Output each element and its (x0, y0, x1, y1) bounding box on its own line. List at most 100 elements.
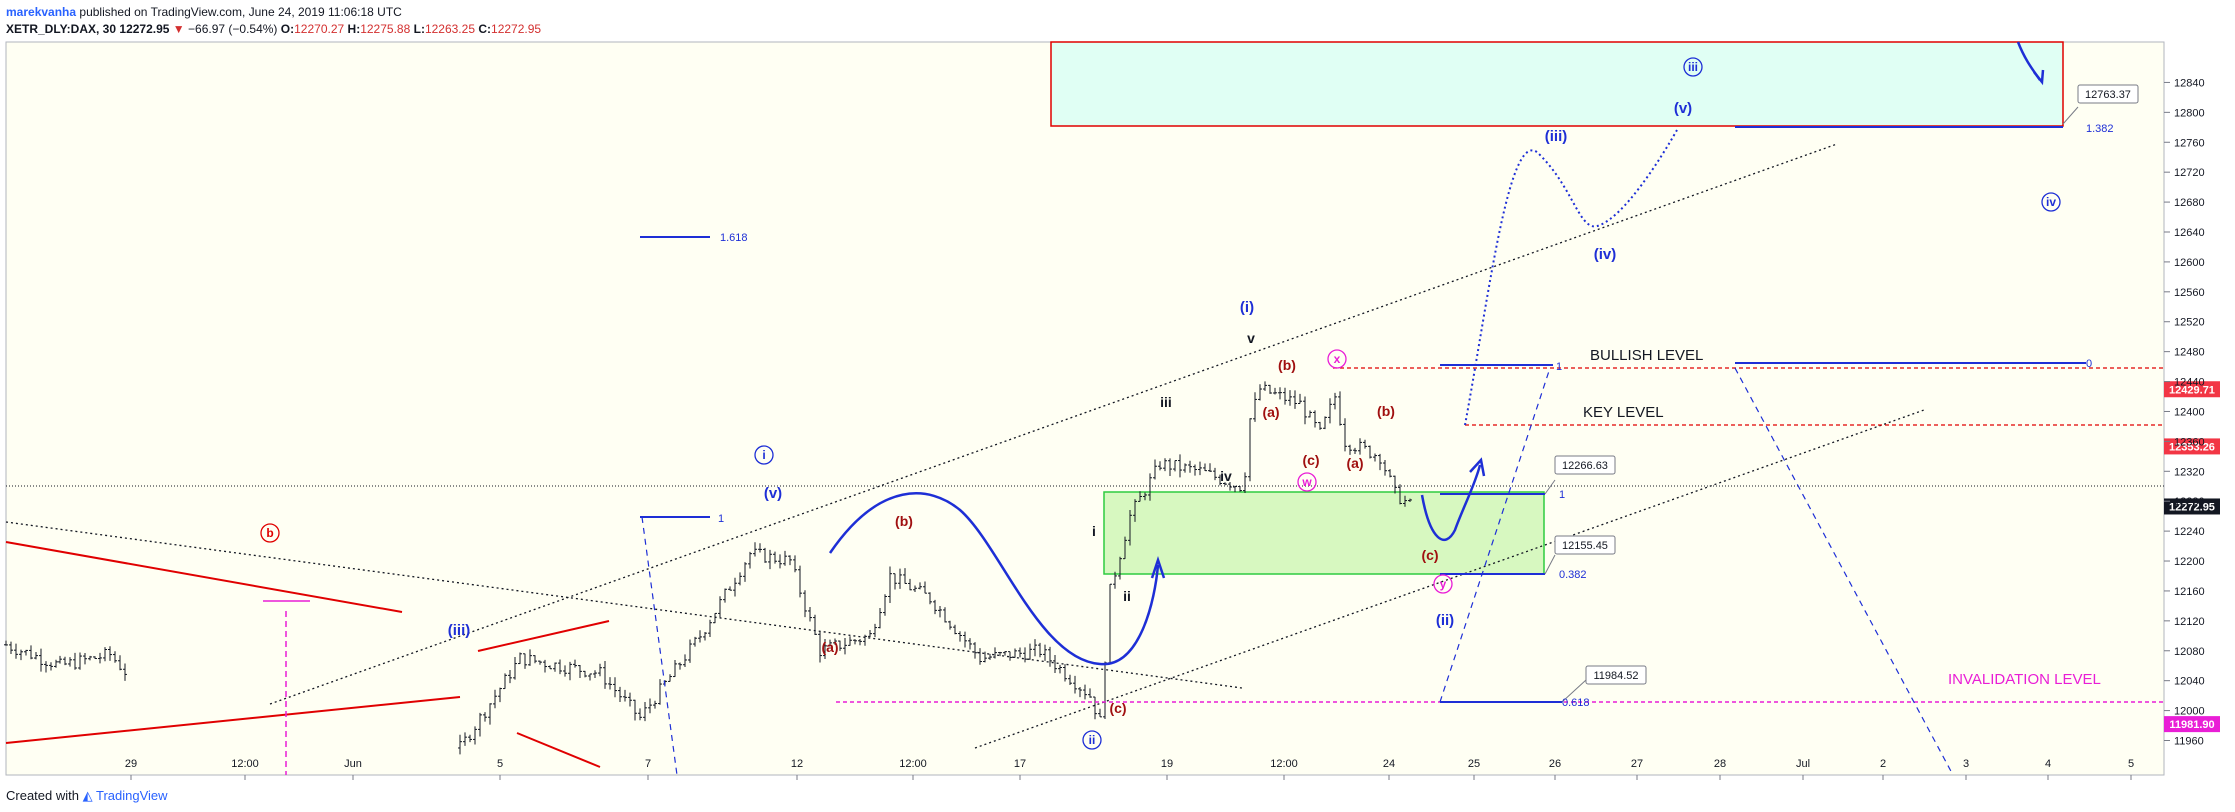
x-tick-label: 5 (497, 758, 503, 770)
y-tick-label: 12480 (2174, 347, 2205, 359)
x-tick-label: Jul (1796, 758, 1810, 770)
support-zone (1103, 491, 1545, 575)
wave-label-black: i (1092, 523, 1096, 539)
chart-header: marekvanha published on TradingView.com,… (6, 4, 541, 40)
price-callout-box (1585, 665, 1647, 685)
close-label: C: (478, 22, 492, 36)
wave-label-black: iv (1220, 468, 1232, 484)
wave-circled-magenta-text: x (1334, 352, 1341, 366)
open-value: 12270.27 (294, 22, 345, 36)
publish-line: marekvanha published on TradingView.com,… (6, 4, 541, 21)
wave-label-blue: (v) (1674, 100, 1692, 117)
y-tick-label: 12040 (2174, 676, 2205, 688)
publish-info: published on TradingView.com, June 24, 2… (79, 5, 402, 19)
y-tick-label: 12520 (2174, 317, 2205, 329)
wave-curve-left-arrow (1150, 556, 1166, 579)
y-tick-label: 12600 (2174, 257, 2205, 269)
fib-label: 1 (1559, 489, 1565, 501)
x-tick-label: Jun (344, 758, 362, 770)
wave-label-blue: (v) (764, 485, 782, 502)
wave-circled-blue (2041, 192, 2061, 212)
plot-area[interactable] (5, 41, 2165, 776)
wave-label-blue: (i) (1240, 299, 1254, 316)
y-tick-label: 12680 (2174, 197, 2205, 209)
price-axis-label (2164, 498, 2220, 515)
y-tick-label: 12360 (2174, 436, 2205, 448)
tradingview-brand[interactable]: TradingView (96, 788, 168, 803)
wave-circled-blue-text: ii (1089, 733, 1096, 747)
x-tick-label: 3 (1963, 758, 1969, 770)
wave-circled-magenta-text: y (1440, 577, 1447, 591)
price-axis[interactable]: 11960 12000 12040 12080 12120 12160 12200 12240… (2164, 77, 2205, 748)
wave-circled-red-text: b (266, 526, 273, 540)
y-tick-label: 12160 (2174, 586, 2205, 598)
author-link[interactable]: marekvanha (6, 5, 77, 19)
created-with-label: Created with (6, 788, 79, 803)
wave-label-red: (a) (1262, 404, 1279, 420)
low-value: 12263.25 (424, 22, 475, 36)
wave-label-red: (b) (1377, 403, 1395, 419)
y-tick-label: 12200 (2174, 556, 2205, 568)
x-tick-label: 29 (125, 758, 137, 770)
y-tick-label: 12240 (2174, 526, 2205, 538)
upper-channel-line (269, 143, 1838, 705)
wave-circled-blue-text: iv (2046, 195, 2056, 209)
x-tick-label: 5 (2128, 758, 2134, 770)
wave-label-blue: (iii) (1545, 128, 1568, 145)
y-tick-label: 12440 (2174, 377, 2205, 389)
fib-label: 1.382 (2086, 123, 2114, 135)
x-tick-label: 4 (2045, 758, 2051, 770)
wave-label-black: iii (1160, 394, 1172, 410)
symbol-label[interactable]: XETR_DLY:DAX, 30 (6, 22, 117, 36)
price-callout-text: 12763.37 (2085, 89, 2131, 101)
wave-curve-right (1420, 464, 1482, 542)
wave-circled-blue (754, 445, 774, 465)
wave-label-black: ii (1123, 588, 1131, 604)
last-price: 12272.95 (119, 22, 170, 36)
y-tick-label: 12720 (2174, 167, 2205, 179)
wave-circled-red (260, 523, 280, 543)
fib-label: 1.618 (720, 232, 748, 244)
price-callout-text: 12266.63 (1562, 460, 1608, 472)
wave-label-blue: (ii) (1436, 612, 1454, 629)
fib-label: 0.382 (1559, 569, 1587, 581)
wave-circled-blue-text: i (762, 448, 765, 462)
wave-circled-magenta (1327, 349, 1347, 369)
red-trendline-bottom (516, 732, 601, 768)
price-axis-label (2164, 438, 2220, 455)
x-tick-label: 12:00 (1270, 758, 1298, 770)
price-axis-label-text: 12353.26 (2169, 441, 2215, 453)
wave-label-red: (a) (821, 639, 838, 655)
zones (1050, 41, 2064, 575)
wave-label-red: (b) (1278, 357, 1296, 373)
price-callout-box (1554, 535, 1616, 555)
y-tick-label: 12640 (2174, 227, 2205, 239)
change-value: −66.97 (−0.54%) (188, 22, 278, 36)
close-value: 12272.95 (491, 22, 542, 36)
price-bars (4, 381, 1412, 755)
x-tick-label: 28 (1714, 758, 1726, 770)
time-axis[interactable]: 29 12:00 Jun 5 7 12 12:00 17 19 12:00 24 25 26 27 28 Ju… (125, 758, 2134, 780)
price-callout-box (2077, 84, 2139, 104)
change-arrow-icon: ▼ (172, 22, 185, 36)
x-tick-label: 12:00 (899, 758, 927, 770)
wave-circled-magenta (1297, 472, 1317, 492)
y-tick-label: 12120 (2174, 616, 2205, 628)
bullish-target-zone (1050, 41, 2064, 127)
y-tick-label: 12000 (2174, 706, 2205, 718)
wave-circled-magenta-text: w (1301, 475, 1312, 489)
top-arrow-head (2033, 69, 2045, 86)
wave-label-black: v (1247, 330, 1255, 346)
x-tick-label: 27 (1631, 758, 1643, 770)
y-tick-label: 12080 (2174, 646, 2205, 658)
x-tick-label: 17 (1014, 758, 1026, 770)
x-tick-label: 2 (1880, 758, 1886, 770)
tradingview-logo-icon[interactable]: ◭ (82, 788, 93, 803)
x-tick-label: 12:00 (231, 758, 259, 770)
price-chart[interactable]: 12763.37 12266.63 12155.45 11984.52 1.618 1 1 0… (0, 40, 2235, 786)
red-trendline-short (477, 620, 610, 652)
drawings (5, 41, 2164, 776)
key-level-label: KEY LEVEL (1583, 404, 1664, 421)
price-axis-label (2164, 716, 2220, 733)
fib-label: 1 (1556, 361, 1562, 373)
